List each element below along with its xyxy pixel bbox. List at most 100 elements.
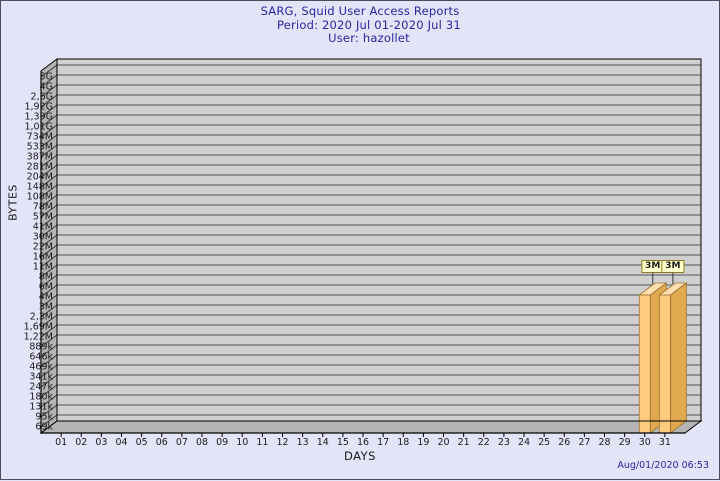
axis-lines [40,71,685,434]
y-axis-tick [40,374,58,388]
y-axis-tick [40,414,58,428]
y-axis-tick-label: 30M [32,231,53,243]
x-axis-tick-label: 19 [417,437,430,448]
y-axis-tick-label: 131k [29,401,53,413]
y-axis-tick [40,74,58,88]
y-axis-tick [40,264,58,278]
x-axis-tick-label: 16 [356,437,370,448]
y-axis-tick-label: 1,22M [23,331,53,343]
y-axis-tick [40,84,58,98]
x-axis-tick-label: 25 [538,437,551,448]
y-axis-title: BYTES [6,184,20,221]
y-axis-tick-label: 16M [32,251,53,263]
axis-ticks [40,64,666,437]
y-axis-tick-label: 387M [26,151,53,163]
x-axis-tick-label: 28 [598,437,611,448]
y-axis-tick [40,234,58,248]
y-axis-tick-label: 4M [38,291,53,303]
x-axis-tick-label: 23 [497,437,510,448]
y-axis-tick [40,344,58,358]
y-axis-tick [40,384,58,398]
bar[interactable] [638,294,651,434]
y-axis-tick-label: 6M [38,281,53,293]
y-axis-tick-label: 4G [39,81,53,93]
y-axis-tick-label: 734M [26,131,53,143]
y-axis-tick-label: 95k [35,411,53,423]
y-axis-tick-label: 646k [29,351,53,363]
y-axis-tick-label: 341k [29,371,53,383]
y-axis-tick-label: 22M [32,241,53,253]
y-axis-tick-label: 2,3M [29,311,53,323]
y-axis-tick [40,124,58,138]
y-axis-tick [40,314,58,328]
y-axis-tick [40,404,58,418]
x-axis-tick-label: 11 [256,437,269,448]
chart-title-block: SARG, Squid User Access Reports Period: … [1,4,719,46]
y-axis-tick [40,114,58,128]
y-axis-tick [40,154,58,168]
x-axis-title: DAYS [344,449,376,463]
y-axis-tick [40,64,58,78]
x-axis-tick-label: 22 [477,437,490,448]
y-axis-tick [40,194,58,208]
y-axis-tick-label: 2,6G [30,91,53,103]
bar[interactable] [658,294,671,434]
x-axis-tick-label: 21 [457,437,470,448]
y-axis-tick-label: 8M [38,271,53,283]
x-axis-tick-label: 02 [75,437,88,448]
y-axis-tick [40,164,58,178]
x-axis-tick-label: 30 [638,437,651,448]
y-axis-tick-label: 889k [29,341,53,353]
y-axis-tick-label: 5G [39,71,53,83]
y-axis-tick-label: 1,92G [24,101,53,113]
bar-side-face [669,282,687,434]
y-axis-tick-label: 108M [26,191,53,203]
x-axis-tick-label: 15 [336,437,349,448]
y-axis-tick-label: 78M [32,201,53,213]
page-title: SARG, Squid User Access Reports [260,4,460,18]
y-axis-tick [40,284,58,298]
y-axis-tick-label: 1,01G [24,121,53,133]
plot-background [57,59,701,421]
y-axis-tick [40,214,58,228]
y-axis-tick-label: 69k [35,421,53,433]
x-axis-tick-label: 07 [175,437,188,448]
y-axis-tick-label: 57M [32,211,53,223]
x-axis-tick-label: 04 [115,437,128,448]
y-axis-tick-label: 469k [29,361,53,373]
plot-floor-face [39,420,703,434]
x-axis-tick-label: 12 [276,437,289,448]
y-axis-tick-label: 204M [26,171,53,183]
y-axis-tick [40,104,58,118]
y-axis-tick [40,354,58,368]
x-axis-tick-label: 18 [397,437,410,448]
x-axis-tick-label: 31 [658,437,671,448]
x-axis-tick-label: 10 [236,437,249,448]
y-axis-tick-label: 180k [29,391,53,403]
x-axis-tick-label: 08 [195,437,209,448]
y-axis-tick [40,204,58,218]
y-axis-tick [40,254,58,268]
y-axis-tick-label: 247k [29,381,53,393]
y-axis-tick [40,174,58,188]
x-axis-tick-label: 09 [216,437,229,448]
x-axis-tick-label: 26 [558,437,571,448]
y-axis-tick-label: 3M [38,301,53,313]
x-axis-tick-label: 14 [316,437,329,448]
y-axis-tick [40,364,58,378]
x-axis-tick-label: 03 [95,437,108,448]
y-axis-tick [40,94,58,108]
bar-value-label: 3M [661,260,685,273]
bar-series [638,273,688,434]
y-axis-tick-label: 1,69M [23,321,53,333]
y-axis-tick [40,294,58,308]
y-axis-tick [40,324,58,338]
y-axis-tick-label: 148M [26,181,53,193]
x-axis-tick-label: 24 [517,437,531,448]
x-axis-tick-label: 29 [618,437,631,448]
y-axis-tick [40,394,58,408]
x-axis-tick-label: 05 [135,437,148,448]
x-axis-tick-label: 17 [377,437,390,448]
